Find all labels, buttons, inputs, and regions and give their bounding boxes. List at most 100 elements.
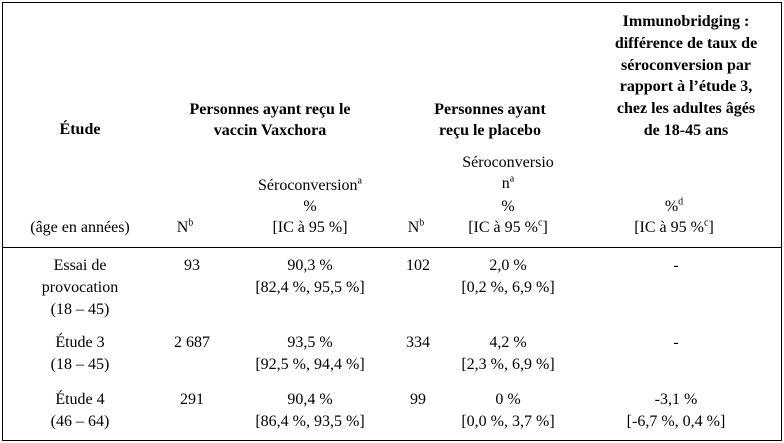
header-immuno: rapport à l’étude 3, [576,76,784,98]
superscript: a [509,173,515,185]
diff-ci: [-6,7 %, 0,4 %] [566,411,784,433]
text: Étude [59,121,101,138]
placebo-n: 334 [308,332,528,354]
header-unit: % [200,196,420,218]
header-age: (âge en années) [0,217,190,239]
diff-pct: -3,1 % [566,389,784,411]
text: Personnes ayant [434,101,546,118]
text: 102 [406,257,430,274]
header-immuno: Immunobridging : [576,11,784,33]
placebo-pct: 0 % [398,389,618,411]
header-placebo: Personnes ayant [380,99,600,121]
text: Essai de [53,257,107,274]
vaccine-ci: [82,4 %, 95,5 %] [200,277,420,299]
text: (46 – 64) [50,413,110,430]
text: [IC à 95 % [468,219,538,236]
text: Personnes ayant reçu le [189,101,351,118]
placebo-ci: [0,2 %, 6,9 %] [398,277,618,299]
placebo-ci: [0,0 %, 3,7 %] [398,411,618,433]
placebo-n: 102 [308,255,528,277]
diff-pct: - [566,332,784,354]
text: (18 – 45) [50,356,110,373]
vaccine-pct: 90,4 % [200,389,420,411]
text: -3,1 % [654,391,698,408]
text: 99 [410,391,426,408]
text: reçu le placebo [439,122,541,139]
text: [82,4 %, 95,5 %] [255,279,365,296]
study-name: provocation [0,277,190,299]
vaccine-ci: [92,5 %, 94,4 %] [200,354,420,376]
text: 2,0 % [489,257,527,274]
text: 90,3 % [287,257,333,274]
text: - [673,257,679,274]
study-name: (46 – 64) [0,411,190,433]
text: [IC à 95 % [634,219,704,236]
text: 90,4 % [287,391,333,408]
header-immuno: séroconversion par [576,55,784,77]
vaccine-pct: 93,5 % [200,332,420,354]
study-name: Étude 3 [0,332,190,354]
vaccine-pct: 90,3 % [200,255,420,277]
diff-pct: - [566,255,784,277]
text: séroconversion par [621,56,751,74]
text: Séroconversion [258,177,358,194]
placebo-n: 99 [308,389,528,411]
text: N [176,219,189,236]
superscript: a [357,175,362,187]
header-n: Nb [306,217,526,239]
text: de 18-45 ans [643,122,729,139]
text: ] [542,219,548,236]
header-sero: Séroconversio [398,152,618,174]
text: Immunobridging : [622,13,750,30]
text: 291 [180,391,204,408]
text: 93,5 % [287,334,333,351]
vaccine-n: 2 687 [82,332,302,354]
header-unit: % [398,196,618,218]
text: [86,4 %, 93,5 %] [255,413,365,430]
header-immuno: chez les adultes âgés [576,98,784,120]
header-ci: [IC à 95 %] [200,217,420,239]
text: 2 687 [174,334,210,351]
header-rule [2,247,782,248]
placebo-pct: 2,0 % [398,255,618,277]
superscript: c [537,217,543,229]
placebo-ci: [2,3 %, 6,9 %] [398,354,618,376]
text: [IC à 95 %] [272,219,348,236]
vaccine-ci: [86,4 %, 93,5 %] [200,411,420,433]
superscript: c [703,217,709,229]
vaccine-n: 93 [82,255,302,277]
text: ] [708,219,714,236]
text: - [673,334,679,351]
text: (18 – 45) [50,301,110,318]
superscript: d [678,196,684,208]
text: [92,5 %, 94,4 %] [255,356,365,373]
study-name: (18 – 45) [0,299,190,321]
header-immuno: différence de taux de [576,33,784,55]
header-sero: Séroconversiona [200,175,420,197]
study-name: Étude 4 [0,389,190,411]
header-sero: na [398,173,618,195]
text: % [664,198,679,215]
text: (âge en années) [30,219,130,236]
text: 334 [406,334,430,351]
text: 4,2 % [489,334,527,351]
placebo-pct: 4,2 % [398,332,618,354]
text: [2,3 %, 6,9 %] [461,356,555,373]
text: [-6,7 %, 0,4 %] [626,413,726,430]
text: Étude 3 [55,334,105,351]
header-vaccine: Personnes ayant reçu le [160,99,380,121]
text: % [303,198,317,215]
text: rapport à l’étude 3, [619,78,753,96]
text: 0 % [495,391,521,408]
text: % [501,198,515,215]
header-n: Nb [75,217,295,239]
text: [0,2 %, 6,9 %] [461,279,555,296]
text: [0,0 %, 3,7 %] [461,413,555,430]
text: Étude 4 [55,391,105,408]
text: n [501,175,510,192]
header-study: Étude [0,119,190,141]
text: provocation [41,279,119,296]
text: vaccin Vaxchora [213,122,327,139]
